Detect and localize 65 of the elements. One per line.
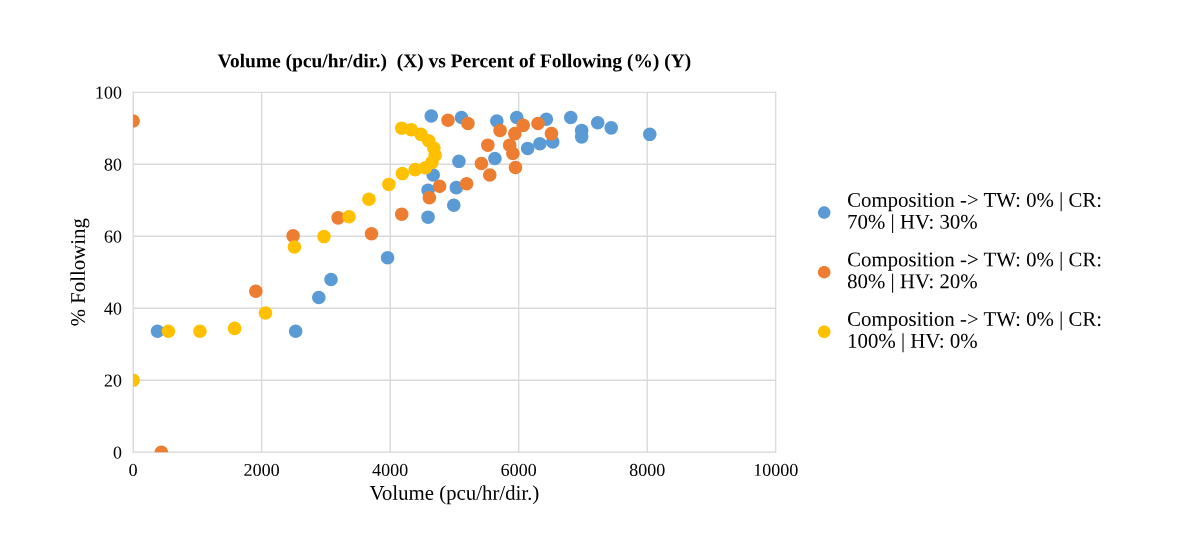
y-tick-label: 60 [104,230,122,243]
point [533,136,547,151]
point [422,190,437,205]
y-tick-label: 40 [104,302,122,315]
point [544,126,559,141]
point [447,198,461,213]
point [395,166,410,181]
point [382,177,396,192]
point [531,116,545,131]
point [342,210,356,224]
point [483,168,497,182]
y-axis-title: % Following [70,218,90,326]
point [481,138,495,152]
x-tick-label: 6000 [501,463,537,477]
point [286,229,300,243]
point [461,116,475,131]
x-tick-label: 2000 [244,463,279,477]
point [312,290,326,305]
point [452,154,466,169]
point [493,123,507,138]
point [364,226,379,241]
legend-label: Composition -> TW: 0% | CR: 80% | HV: 20% [847,251,1101,293]
point [394,121,409,135]
point [516,118,530,133]
point [563,110,578,125]
point [288,324,303,339]
point [150,324,165,339]
point [441,113,455,128]
x-tick-label: 4000 [372,463,408,477]
point [193,324,207,339]
x-tick-label: 0 [129,463,137,477]
point [520,141,535,156]
point [502,138,517,152]
point [604,121,618,135]
point [324,272,338,287]
legend-label: Composition -> TW: 0% | CR: 100% | HV: 0% [847,311,1101,353]
y-tick-label: 100 [96,86,122,99]
point [432,179,447,193]
point [287,240,302,254]
legend-label: Composition -> TW: 0% | CR: 70% | HV: 30% [847,192,1101,234]
y-tick-label: 0 [113,446,122,459]
point [380,251,395,265]
point [394,207,409,222]
point [474,156,489,171]
point [424,109,439,123]
point [249,284,263,299]
point [421,210,435,224]
point [488,151,502,166]
y-tick-label: 80 [104,158,122,171]
y-tick-label: 20 [104,374,122,387]
point [590,116,605,130]
point [459,176,474,191]
x-tick-label: 10000 [754,463,798,477]
x-axis-title: Volume (pcu/hr/dir.) [369,485,539,505]
point [508,126,522,141]
point [643,127,657,142]
chart-title: Volume (pcu/hr/dir.) (X) vs Percent of Following (%) (Y) [217,53,691,72]
point [161,324,176,339]
point [331,211,345,225]
x-tick-label: 8000 [629,463,665,477]
point [317,229,331,244]
point [508,160,523,175]
point [227,321,242,336]
point [258,306,273,320]
point [362,192,376,206]
